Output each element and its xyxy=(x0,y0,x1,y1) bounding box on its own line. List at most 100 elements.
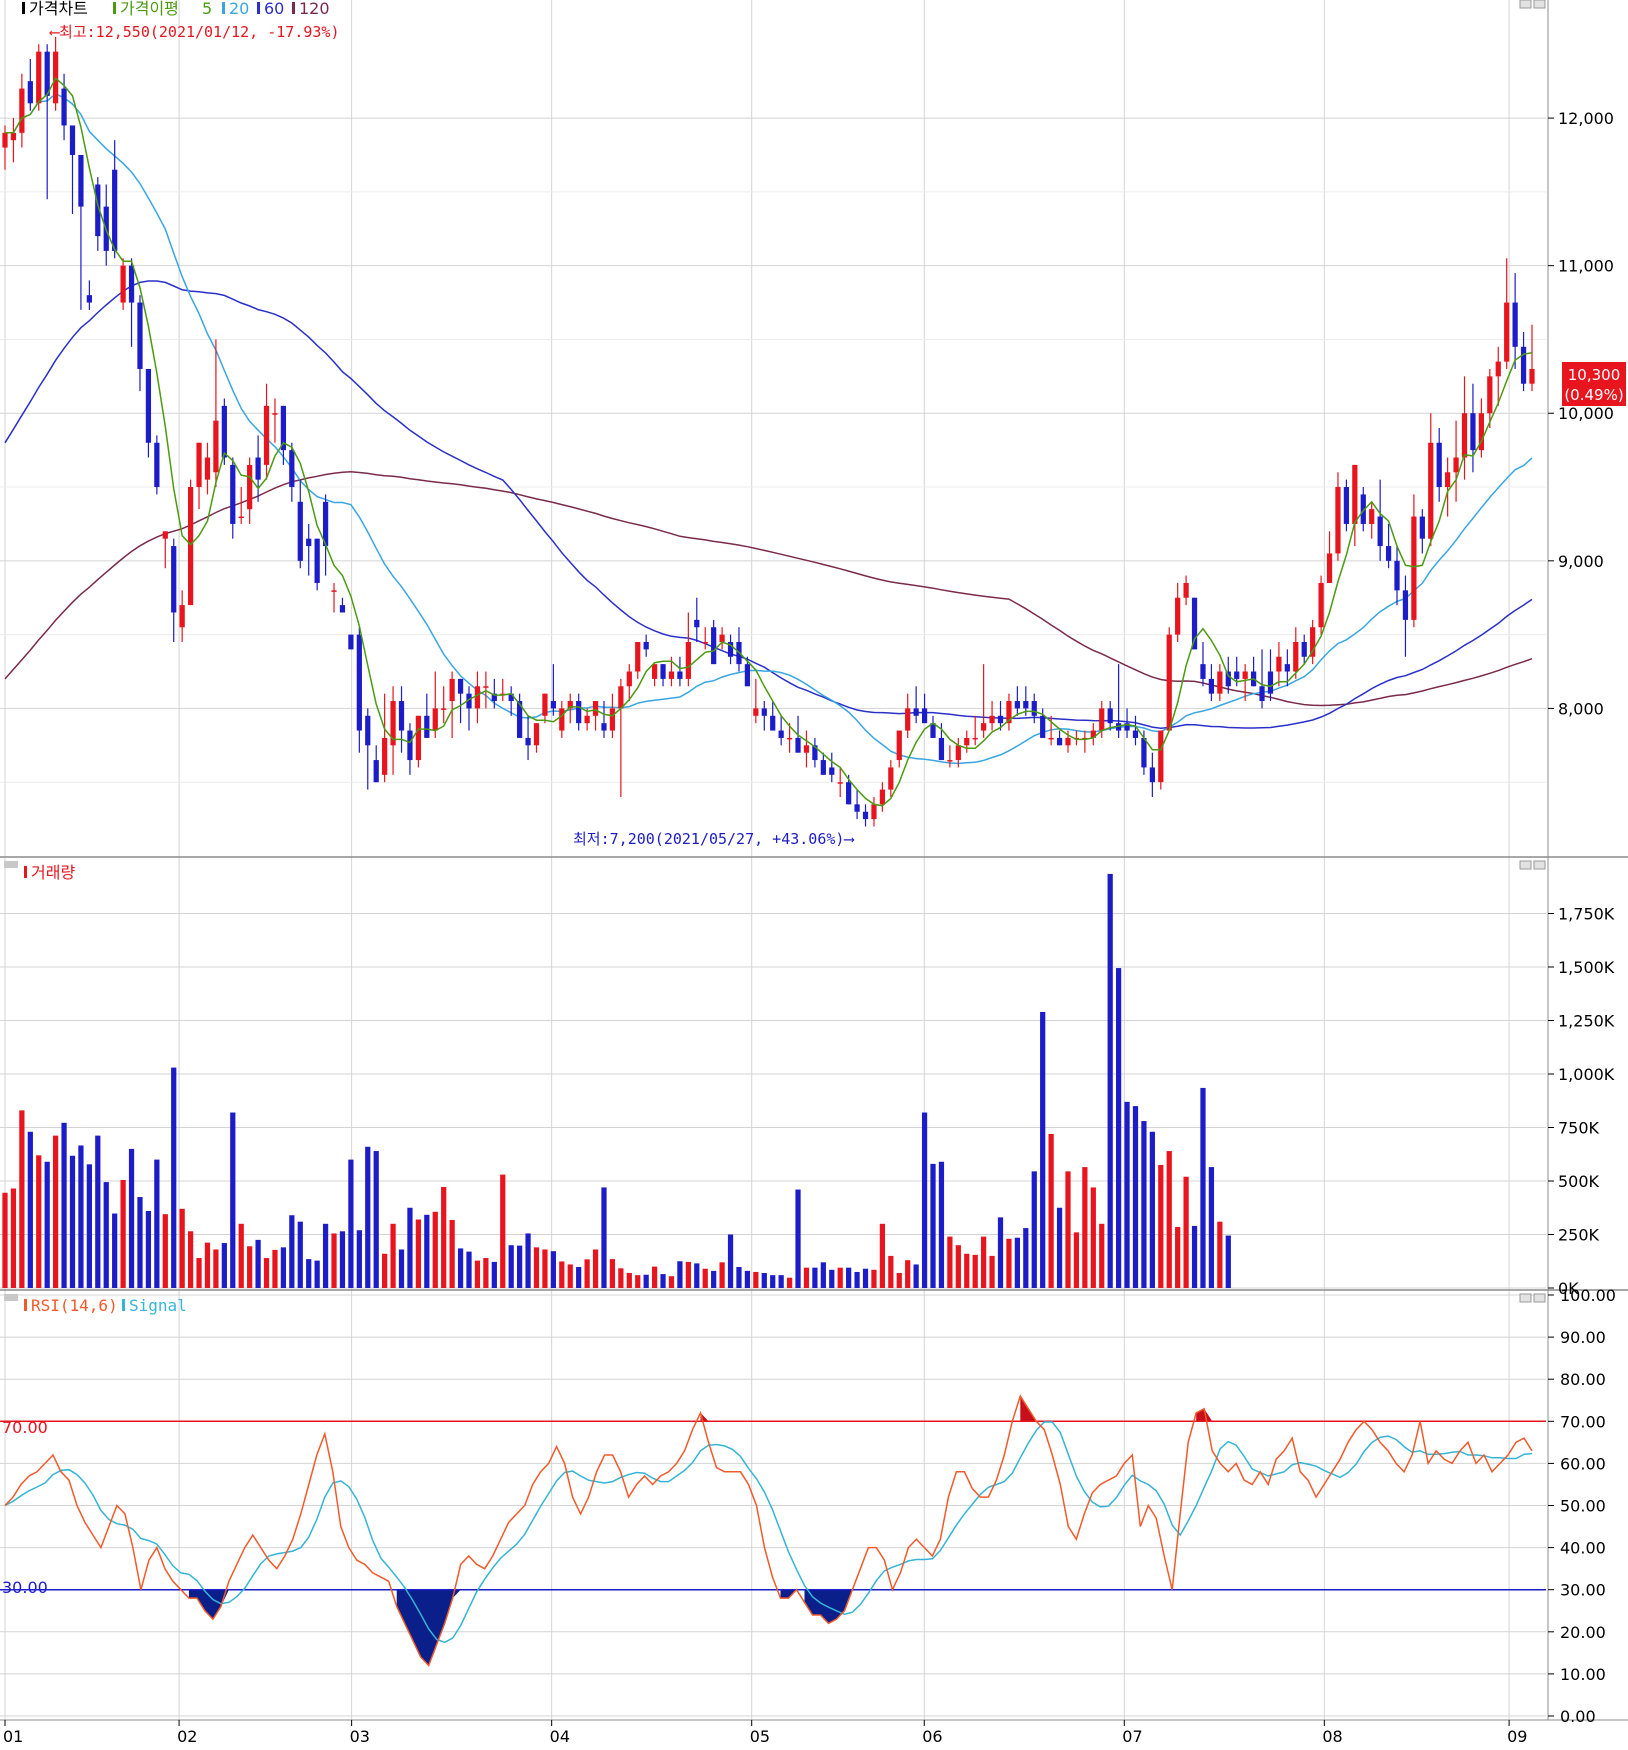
volume-bar[interactable] xyxy=(1099,1223,1105,1288)
volume-bar[interactable] xyxy=(407,1207,413,1288)
volume-bar[interactable] xyxy=(10,1188,17,1288)
volume-bar[interactable] xyxy=(938,1161,945,1288)
candle[interactable] xyxy=(1014,686,1020,716)
volume-bar[interactable] xyxy=(179,1208,185,1288)
candle[interactable] xyxy=(491,678,497,709)
candle[interactable] xyxy=(1006,693,1012,731)
candle[interactable] xyxy=(1276,642,1282,687)
candle[interactable] xyxy=(1385,523,1392,569)
candle[interactable] xyxy=(694,597,700,642)
candle[interactable] xyxy=(10,118,17,163)
volume-bar[interactable] xyxy=(61,1122,67,1288)
candle[interactable] xyxy=(820,752,826,775)
volume-bar[interactable] xyxy=(955,1245,961,1288)
volume-bar[interactable] xyxy=(1166,1151,1172,1288)
volume-bar[interactable] xyxy=(727,1234,734,1289)
volume-bar[interactable] xyxy=(1200,1087,1206,1288)
volume-bar[interactable] xyxy=(1023,1228,1029,1288)
candle[interactable] xyxy=(930,715,936,738)
candle[interactable] xyxy=(1293,627,1299,679)
candle[interactable] xyxy=(635,642,641,679)
rsi-panel[interactable]: 70.00 30.00 RSI(14,6) Signal 100.00 90.00… xyxy=(0,1286,1616,1726)
candle[interactable] xyxy=(1031,693,1037,724)
volume-bar[interactable] xyxy=(213,1249,219,1288)
candle[interactable] xyxy=(424,693,430,738)
candle[interactable] xyxy=(19,73,25,148)
candle[interactable] xyxy=(95,177,101,251)
candle[interactable] xyxy=(862,804,869,827)
volume-bar[interactable] xyxy=(263,1258,270,1288)
price-panel-window-controls[interactable] xyxy=(1519,0,1546,9)
candle[interactable] xyxy=(1343,479,1350,532)
candle[interactable] xyxy=(1191,597,1198,650)
volume-bar[interactable] xyxy=(339,1231,346,1288)
candle[interactable] xyxy=(1461,376,1468,480)
candle[interactable] xyxy=(1436,428,1442,502)
candle[interactable] xyxy=(466,686,472,731)
candle[interactable] xyxy=(1284,649,1290,687)
candle[interactable] xyxy=(1132,715,1139,746)
volume-bar[interactable] xyxy=(1217,1221,1223,1288)
candle[interactable] xyxy=(1267,649,1274,702)
volume-bar[interactable] xyxy=(786,1277,793,1288)
volume-bar[interactable] xyxy=(618,1268,624,1288)
panel-handle-icon[interactable] xyxy=(4,861,18,868)
candle[interactable] xyxy=(137,295,143,392)
candle[interactable] xyxy=(601,701,607,738)
volume-bar[interactable] xyxy=(331,1233,337,1288)
candle[interactable] xyxy=(888,760,894,797)
volume-bar[interactable] xyxy=(525,1233,531,1288)
volume-bar[interactable] xyxy=(2,1192,8,1288)
volume-bar[interactable] xyxy=(559,1261,565,1288)
volume-bar[interactable] xyxy=(432,1211,438,1288)
candle[interactable] xyxy=(457,678,464,724)
volume-bar[interactable] xyxy=(171,1067,177,1288)
volume-bar[interactable] xyxy=(128,1148,135,1288)
volume-bar[interactable] xyxy=(415,1219,422,1288)
volume-bar[interactable] xyxy=(1073,1232,1080,1288)
candle[interactable] xyxy=(896,730,902,768)
candle[interactable] xyxy=(1394,546,1400,606)
legend-ma-label[interactable]: 가격이평 xyxy=(120,0,179,18)
volume-bar[interactable] xyxy=(972,1254,978,1288)
maximize-icon[interactable] xyxy=(1519,0,1532,9)
volume-bar[interactable] xyxy=(365,1146,371,1288)
candle[interactable] xyxy=(1099,701,1105,738)
close-icon[interactable] xyxy=(1533,860,1546,870)
volume-bar[interactable] xyxy=(322,1223,329,1288)
volume-bar[interactable] xyxy=(306,1259,312,1288)
volume-bar[interactable] xyxy=(879,1223,886,1288)
legend-ma60[interactable]: 60 xyxy=(264,0,284,18)
maximize-icon[interactable] xyxy=(1519,1293,1532,1303)
volume-bar[interactable] xyxy=(1115,968,1122,1288)
candle[interactable] xyxy=(533,723,540,753)
volume-bar[interactable] xyxy=(542,1249,548,1288)
candle[interactable] xyxy=(778,715,784,746)
candle[interactable] xyxy=(727,634,734,665)
volume-bar[interactable] xyxy=(398,1249,405,1288)
volume-bar[interactable] xyxy=(668,1276,675,1288)
candle[interactable] xyxy=(685,612,691,687)
candle[interactable] xyxy=(1208,664,1215,702)
candle[interactable] xyxy=(1259,649,1265,709)
candle[interactable] xyxy=(306,523,312,576)
volume-bar[interactable] xyxy=(145,1210,152,1288)
candle[interactable] xyxy=(1175,582,1181,642)
candle[interactable] xyxy=(1445,457,1451,517)
candle[interactable] xyxy=(1453,420,1459,502)
candle[interactable] xyxy=(314,538,320,591)
legend-ma120[interactable]: 120 xyxy=(299,0,330,18)
volume-bar[interactable] xyxy=(905,1260,911,1288)
candle[interactable] xyxy=(508,686,514,716)
volume-bar[interactable] xyxy=(230,1112,236,1288)
legend-chart-label[interactable]: 가격차트 xyxy=(29,0,88,18)
volume-bar[interactable] xyxy=(27,1131,33,1288)
candle[interactable] xyxy=(415,715,422,768)
volume-bar[interactable] xyxy=(78,1145,84,1288)
volume-bar[interactable] xyxy=(1040,1011,1046,1288)
volume-bar[interactable] xyxy=(162,1214,168,1288)
volume-bar[interactable] xyxy=(255,1239,261,1288)
volume-bar[interactable] xyxy=(550,1251,556,1288)
candle[interactable] xyxy=(390,686,396,775)
volume-bar[interactable] xyxy=(441,1186,447,1288)
